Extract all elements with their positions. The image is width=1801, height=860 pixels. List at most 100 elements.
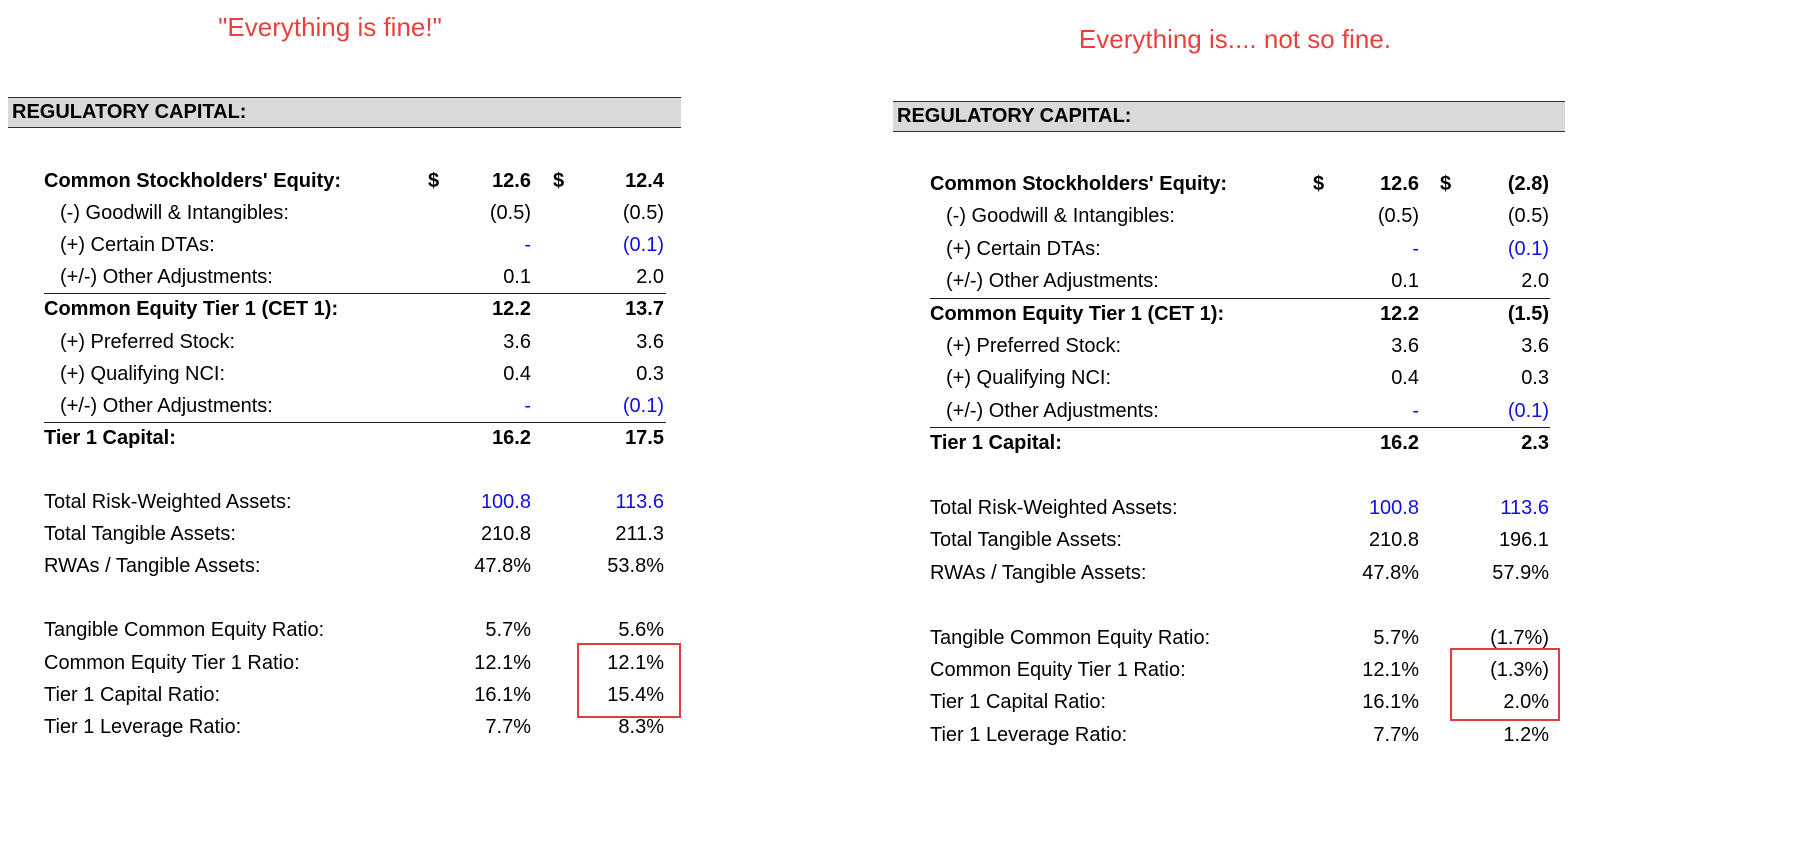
row-label: Common Stockholders' Equity: bbox=[930, 173, 1228, 195]
row-label: Tangible Common Equity Ratio: bbox=[930, 626, 1211, 649]
value-period-1: 3.6 bbox=[1391, 335, 1419, 357]
currency-symbol: $ bbox=[1313, 173, 1325, 195]
row-label: Common Equity Tier 1 (CET 1): bbox=[930, 302, 1225, 325]
row-label: Total Tangible Assets: bbox=[44, 523, 236, 546]
value-period-2: 8.3% bbox=[618, 715, 664, 738]
row-label: (-) Goodwill & Intangibles: bbox=[60, 202, 289, 225]
value-period-1: 47.8% bbox=[1362, 561, 1419, 584]
row-label: Tier 1 Capital Ratio: bbox=[44, 683, 220, 706]
currency-symbol: $ bbox=[553, 170, 565, 192]
row-label: Common Stockholders' Equity: bbox=[44, 170, 342, 192]
row-label: Tier 1 Capital Ratio: bbox=[930, 691, 1106, 714]
row-label: Total Tangible Assets: bbox=[930, 529, 1122, 552]
value-period-1: 5.7% bbox=[1373, 626, 1419, 649]
value-period-2: (0.1) bbox=[622, 234, 664, 257]
value-period-1: 16.1% bbox=[474, 683, 531, 706]
value-period-2: (1.3%) bbox=[1490, 659, 1549, 681]
row-label: (+/-) Other Adjustments: bbox=[946, 270, 1159, 293]
value-period-2: 2.0 bbox=[636, 266, 664, 289]
subtotal-rule bbox=[930, 427, 1550, 429]
value-period-1: 100.8 bbox=[480, 491, 531, 513]
value-period-1: - bbox=[524, 394, 531, 417]
section-header: REGULATORY CAPITAL: bbox=[8, 97, 681, 128]
section-header: REGULATORY CAPITAL: bbox=[893, 101, 1565, 132]
panel-title: "Everything is fine!" bbox=[218, 12, 442, 42]
value-period-2: (0.1) bbox=[622, 394, 664, 417]
value-period-1: 7.7% bbox=[1373, 723, 1419, 746]
value-period-1: 5.7% bbox=[485, 619, 531, 642]
currency-symbol: $ bbox=[1440, 173, 1452, 195]
value-period-1: - bbox=[1412, 237, 1419, 260]
value-period-2: 13.7 bbox=[625, 298, 664, 321]
row-label: (+/-) Other Adjustments: bbox=[946, 399, 1159, 422]
value-period-2: 211.3 bbox=[615, 523, 664, 546]
value-period-1: 47.8% bbox=[474, 555, 531, 578]
row-label: Common Equity Tier 1 Ratio: bbox=[930, 659, 1186, 681]
value-period-2: 17.5 bbox=[625, 426, 664, 449]
row-label: Tier 1 Capital: bbox=[930, 432, 1062, 455]
value-period-2: 0.3 bbox=[1521, 367, 1549, 390]
value-period-2: 15.4% bbox=[607, 683, 664, 706]
value-period-1: 12.1% bbox=[474, 651, 531, 674]
row-label: (+) Preferred Stock: bbox=[946, 335, 1122, 357]
value-period-1: 12.2 bbox=[492, 298, 531, 321]
row-label: RWAs / Tangible Assets: bbox=[930, 561, 1147, 584]
value-period-2: 57.9% bbox=[1492, 561, 1549, 584]
value-period-1: 210.8 bbox=[1368, 529, 1419, 552]
value-period-2: 5.6% bbox=[618, 619, 664, 642]
subtotal-rule bbox=[44, 421, 666, 423]
value-period-1: 0.4 bbox=[1391, 367, 1419, 390]
value-period-2: (2.8) bbox=[1507, 173, 1549, 195]
currency-symbol: $ bbox=[428, 170, 440, 192]
row-label: Tier 1 Leverage Ratio: bbox=[44, 715, 242, 738]
value-period-1: 210.8 bbox=[480, 523, 531, 546]
value-period-2: 196.1 bbox=[1498, 529, 1549, 552]
value-period-2: (0.5) bbox=[1507, 205, 1549, 228]
row-label: Tangible Common Equity Ratio: bbox=[44, 619, 325, 642]
value-period-1: 12.2 bbox=[1380, 302, 1419, 325]
value-period-2: 3.6 bbox=[636, 330, 664, 353]
value-period-1: - bbox=[524, 234, 531, 257]
value-period-2: 2.0% bbox=[1503, 691, 1549, 714]
value-period-2: 53.8% bbox=[607, 555, 664, 578]
value-period-2: 113.6 bbox=[1500, 497, 1549, 519]
value-period-1: (0.5) bbox=[489, 202, 531, 225]
row-label: Total Risk-Weighted Assets: bbox=[44, 491, 292, 513]
value-period-1: 16.2 bbox=[1380, 432, 1419, 455]
value-period-1: 16.1% bbox=[1362, 691, 1419, 714]
row-label: Common Equity Tier 1 Ratio: bbox=[44, 651, 300, 674]
row-label: (+) Preferred Stock: bbox=[60, 330, 236, 353]
value-period-1: 12.6 bbox=[1380, 173, 1419, 195]
value-period-1: (0.5) bbox=[1377, 205, 1419, 228]
row-label: (-) Goodwill & Intangibles: bbox=[946, 205, 1175, 228]
value-period-1: 12.6 bbox=[492, 170, 531, 192]
row-label: (+) Qualifying NCI: bbox=[946, 367, 1112, 390]
value-period-1: 7.7% bbox=[485, 715, 531, 738]
value-period-2: 2.3 bbox=[1521, 432, 1549, 455]
value-period-1: 0.1 bbox=[1391, 270, 1419, 293]
value-period-2: 12.1% bbox=[607, 651, 664, 674]
value-period-1: 0.4 bbox=[503, 362, 531, 385]
row-label: Tier 1 Capital: bbox=[44, 426, 176, 449]
row-label: (+) Qualifying NCI: bbox=[60, 362, 226, 385]
highlight-box bbox=[577, 643, 681, 718]
value-period-1: 0.1 bbox=[503, 266, 531, 289]
row-label: RWAs / Tangible Assets: bbox=[44, 555, 261, 578]
value-period-2: 12.4 bbox=[625, 170, 664, 192]
highlight-box bbox=[1450, 648, 1560, 721]
panel-title: Everything is.... not so fine. bbox=[1078, 24, 1392, 54]
value-period-2: (1.5) bbox=[1507, 302, 1549, 325]
row-label: (+) Certain DTAs: bbox=[946, 237, 1101, 260]
value-period-2: (0.1) bbox=[1507, 237, 1549, 260]
value-period-2: 3.6 bbox=[1521, 335, 1549, 357]
value-period-1: 16.2 bbox=[492, 426, 531, 449]
row-label: (+/-) Other Adjustments: bbox=[60, 394, 273, 417]
row-label: (+/-) Other Adjustments: bbox=[60, 266, 273, 289]
value-period-1: - bbox=[1412, 399, 1419, 422]
value-period-2: (0.5) bbox=[622, 202, 664, 225]
value-period-2: 1.2% bbox=[1503, 723, 1549, 746]
value-period-2: (1.7%) bbox=[1490, 626, 1549, 649]
